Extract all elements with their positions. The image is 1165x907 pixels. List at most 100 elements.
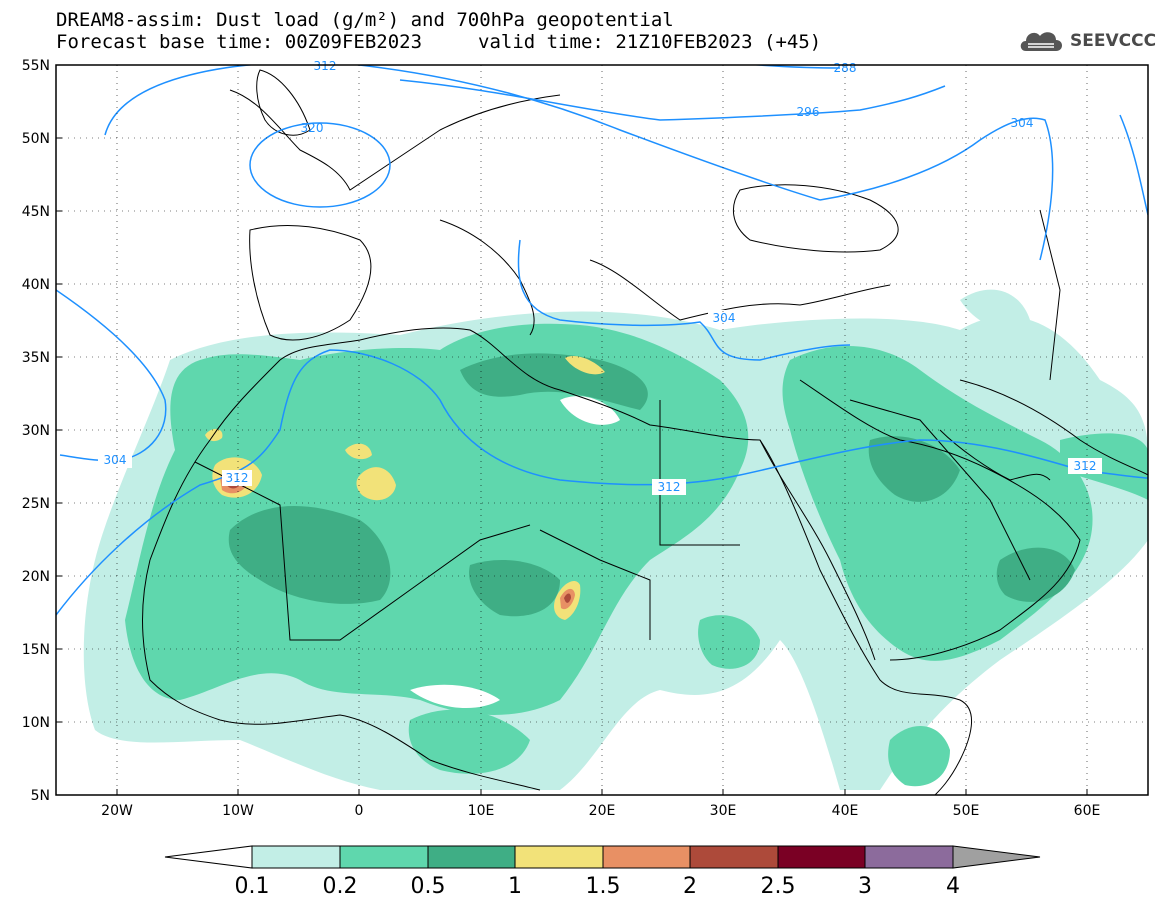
colorbar-bin: [427, 845, 516, 869]
persian-gulf-coast: [939, 429, 1051, 481]
dust-area-red-2: [564, 593, 571, 603]
lat-label: 45N: [22, 204, 50, 220]
colorbar-tick: 2.5: [761, 874, 796, 899]
contour-304-center: [517, 239, 851, 361]
dust-area-mid-gulf: [1060, 433, 1148, 500]
lat-label: 5N: [31, 788, 50, 804]
lat-label: 20N: [22, 569, 50, 585]
colorbar-tick: 0.2: [323, 874, 358, 899]
lon-label: 40E: [832, 803, 859, 819]
contour-296: [399, 79, 946, 121]
colorbar-tick: 0.5: [411, 874, 446, 899]
black-sea-coast: [732, 184, 899, 253]
contour-label: 312: [314, 59, 337, 73]
contour-label: 296: [797, 105, 820, 119]
africa-coast: [149, 327, 973, 795]
contour-label: 288: [834, 61, 857, 75]
lon-label: 30E: [710, 803, 737, 819]
graticule: [56, 65, 1148, 795]
contour-304-north: [819, 117, 1054, 261]
lat-label: 40N: [22, 277, 50, 293]
contour-label: 312: [1074, 459, 1097, 473]
dust-shading: [83, 289, 1148, 790]
colorbar-tick: 1: [508, 874, 522, 899]
colorbar-bin: [602, 845, 691, 869]
iberia-coast: [249, 225, 372, 341]
colorbar-over: [952, 845, 1041, 869]
dust-area-mid-horn: [888, 726, 950, 787]
colorbar: [164, 845, 1041, 869]
dust-area-high-c: [469, 560, 560, 617]
iran-coast: [959, 379, 1148, 476]
lat-label: 10N: [22, 715, 50, 731]
contour-label-box-304: [98, 452, 132, 468]
border-iran: [1039, 209, 1061, 381]
west-africa-coast: [142, 559, 541, 791]
dust-area-high-a: [460, 353, 648, 410]
cloud-icon: [1020, 32, 1062, 51]
contour-label: 312: [658, 480, 681, 494]
colorbar-tick: 0.1: [235, 874, 270, 899]
seevccc-logo: SEEVCCC: [1018, 26, 1156, 56]
border-saudi: [849, 399, 1031, 581]
dust-gap-2: [410, 684, 500, 709]
coastlines: [142, 69, 1148, 795]
colorbar-bin: [514, 845, 604, 869]
dust-area-mid-sudan: [698, 615, 760, 669]
colorbar-bin: [689, 845, 779, 869]
contour-label-box-312-center: [652, 479, 686, 495]
lat-label: 15N: [22, 642, 50, 658]
contour-label: 304: [104, 453, 127, 467]
contour-label-box-304-center: [708, 310, 742, 326]
colorbar-tick: 3: [858, 874, 872, 899]
border-libya-egypt: [659, 400, 740, 546]
border-egypt-sudan: [539, 529, 651, 640]
dust-area-high-d: [868, 436, 960, 502]
colorbar-tick: 4: [946, 874, 960, 899]
dust-area-high-e: [996, 547, 1075, 602]
border-algeria-mali: [194, 461, 531, 641]
dust-area-yellow-3: [356, 467, 396, 501]
colorbar-tick: 1.5: [586, 874, 621, 899]
lat-label: 35N: [22, 350, 50, 366]
lon-label: 10W: [222, 803, 254, 819]
britain-coast: [256, 69, 311, 136]
dust-area-yellow-2: [345, 443, 372, 460]
lat-label: 50N: [22, 131, 50, 147]
colorbar-bin: [339, 845, 429, 869]
lon-label: 10E: [468, 803, 495, 819]
red-sea-coast: [759, 439, 876, 661]
dust-area-low-ne: [960, 289, 1030, 329]
contour-label: 312: [226, 471, 249, 485]
valid-time: valid time: 21Z10FEB2023 (+45): [478, 31, 822, 53]
axis-ticks: [56, 64, 1088, 795]
contour-304-east: [1119, 114, 1148, 216]
italy-coast: [439, 219, 535, 336]
contour-label-box-312-east: [1068, 458, 1102, 474]
contour-label: 320: [301, 121, 324, 135]
lon-label: 60E: [1074, 803, 1101, 819]
contour-320: [249, 122, 391, 208]
lon-label: 50E: [953, 803, 980, 819]
colorbar-bin: [251, 845, 341, 869]
europe-north-coast: [229, 89, 561, 191]
chart-title: DREAM8-assim: Dust load (g/m²) and 700hP…: [56, 9, 674, 31]
dust-gap-1: [560, 396, 620, 425]
dust-area-mid-south: [408, 709, 530, 774]
lon-label: 20W: [101, 803, 133, 819]
contour-label: 304: [713, 311, 736, 325]
base-time: Forecast base time: 00Z09FEB2023: [56, 31, 423, 53]
dust-area-high-b: [228, 506, 391, 604]
colorbar-bin: [777, 845, 866, 869]
contour-312-north: [104, 65, 821, 201]
lat-label: 30N: [22, 423, 50, 439]
lat-label: 25N: [22, 496, 50, 512]
lon-label: 20E: [589, 803, 616, 819]
arabia-coast: [799, 379, 1081, 661]
logo-text: SEEVCCC: [1070, 31, 1157, 51]
colorbar-under: [164, 845, 253, 869]
lon-label: 0: [355, 803, 364, 819]
greece-turkey-coast: [589, 259, 891, 321]
contour-288: [747, 65, 841, 69]
